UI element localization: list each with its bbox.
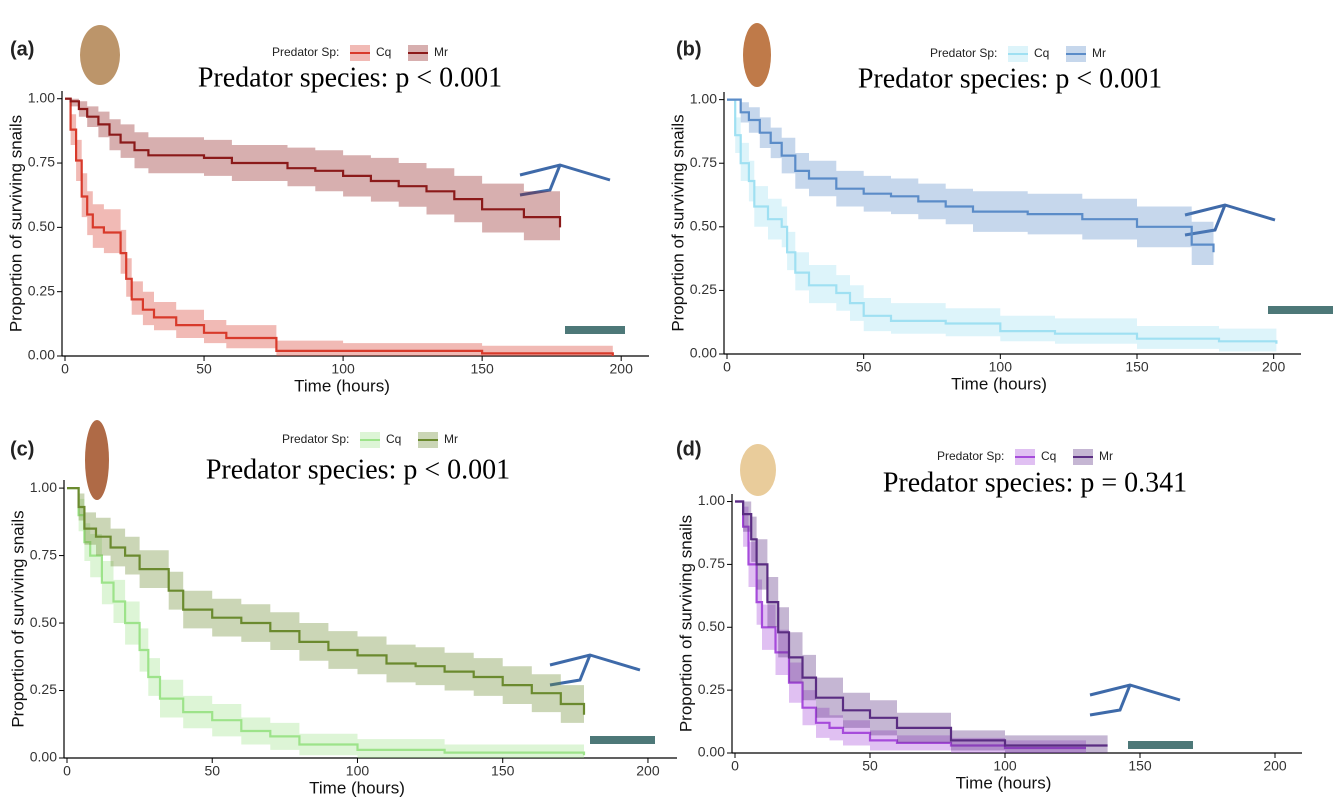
x-tick-label: 150 <box>491 763 515 779</box>
y-axis-label: Proportion of surviving snails <box>676 515 695 732</box>
y-tick-label: 0.00 <box>30 749 57 765</box>
x-tick-label: 0 <box>731 758 739 774</box>
y-tick-label: 1.00 <box>690 90 717 106</box>
x-tick-label: 50 <box>196 361 212 377</box>
y-tick-label: 1.00 <box>28 89 55 105</box>
legend-label: Cq <box>386 432 401 446</box>
y-tick-label: 0.25 <box>690 281 717 297</box>
legend-label: Mr <box>444 432 458 446</box>
shrimp-icon <box>1089 683 1181 717</box>
legend-title: Predator Sp: <box>282 432 349 446</box>
legend-label: Mr <box>434 45 448 59</box>
y-axis-label: Proportion of surviving snails <box>6 115 25 332</box>
x-tick-label: 100 <box>993 758 1017 774</box>
x-tick-label: 50 <box>862 758 878 774</box>
chart-title: Predator species: p < 0.001 <box>858 63 1162 94</box>
y-tick-label: 1.00 <box>698 492 725 508</box>
x-tick-label: 0 <box>63 763 71 779</box>
legend-label: Mr <box>1099 449 1113 463</box>
ci-band <box>67 488 584 734</box>
x-tick-label: 200 <box>636 763 660 779</box>
y-tick-label: 0.50 <box>30 614 57 630</box>
panel-label: (c) <box>10 438 34 460</box>
panel: (a) Predator species: p < 0.001 Predator S… <box>6 38 649 395</box>
x-tick-label: 150 <box>1128 758 1152 774</box>
panel: (b) Predator species: p < 0.001 Predator S… <box>668 38 1301 393</box>
survival-line <box>727 98 1278 344</box>
x-axis-label: Time (hours) <box>956 773 1052 792</box>
legend-title: Predator Sp: <box>272 45 339 59</box>
x-tick-label: 0 <box>61 361 69 377</box>
y-tick-label: 0.50 <box>698 618 725 634</box>
x-tick-label: 200 <box>1263 758 1287 774</box>
survival-line <box>65 97 562 228</box>
chart-title: Predator species: p < 0.001 <box>206 454 510 485</box>
panel-label: (b) <box>676 38 702 60</box>
y-tick-label: 0.00 <box>698 744 725 760</box>
ci-band <box>727 99 1214 273</box>
chart-title: Predator species: p < 0.001 <box>198 62 502 93</box>
panel: (d) Predator species: p = 0.341 Predator S… <box>676 438 1302 792</box>
x-tick-label: 50 <box>204 763 220 779</box>
x-tick-label: 100 <box>331 361 355 377</box>
ci-band <box>65 98 560 254</box>
y-tick-label: 0.75 <box>698 555 725 571</box>
survival-line <box>67 487 586 756</box>
y-tick-label: 0.50 <box>28 218 55 234</box>
x-axis-label: Time (hours) <box>951 374 1047 393</box>
legend-label: Cq <box>376 45 391 59</box>
survival-line <box>65 97 614 356</box>
legend-title: Predator Sp: <box>937 449 1004 463</box>
y-tick-label: 0.25 <box>30 681 57 697</box>
survival-line <box>727 98 1215 253</box>
survival-line <box>67 487 586 715</box>
chart-title: Predator species: p = 0.341 <box>883 467 1187 498</box>
illustrations <box>80 23 1333 749</box>
legend-label: Cq <box>1041 449 1056 463</box>
legend-title: Predator Sp: <box>930 46 997 60</box>
x-tick-label: 200 <box>610 361 634 377</box>
survival-line <box>735 500 1086 750</box>
snail-icon <box>85 420 109 500</box>
x-tick-label: 100 <box>346 763 370 779</box>
shrimp-icon <box>519 163 611 197</box>
panel-label: (a) <box>10 38 34 60</box>
y-axis-label: Proportion of surviving snails <box>668 114 687 331</box>
panel: (c) Predator species: p < 0.001 Predator S… <box>8 432 677 797</box>
legend-label: Cq <box>1034 46 1049 60</box>
y-tick-label: 0.00 <box>690 345 717 361</box>
y-tick-label: 0.00 <box>28 347 55 363</box>
y-axis-label: Proportion of surviving snails <box>8 510 27 727</box>
legend-label: Mr <box>1092 46 1106 60</box>
x-tick-label: 150 <box>1125 359 1149 375</box>
shrimp-icon <box>549 653 641 687</box>
y-tick-label: 0.75 <box>28 154 55 170</box>
y-tick-label: 1.00 <box>30 479 57 495</box>
y-tick-label: 0.75 <box>30 546 57 562</box>
panel-label: (d) <box>676 438 702 460</box>
x-tick-label: 200 <box>1262 359 1286 375</box>
x-tick-label: 100 <box>989 359 1013 375</box>
x-tick-label: 50 <box>856 359 872 375</box>
survival-line <box>735 500 1108 747</box>
ci-band <box>735 501 1108 753</box>
snail-icon <box>80 25 120 85</box>
snail-icon <box>743 23 771 87</box>
y-tick-label: 0.75 <box>690 154 717 170</box>
y-tick-label: 0.25 <box>698 681 725 697</box>
snail-icon <box>740 444 776 496</box>
y-tick-label: 0.25 <box>28 282 55 298</box>
y-tick-label: 0.50 <box>690 218 717 234</box>
x-axis-label: Time (hours) <box>294 376 390 395</box>
x-axis-label: Time (hours) <box>309 778 405 797</box>
shrimp-icon <box>1184 203 1276 237</box>
x-tick-label: 150 <box>470 361 494 377</box>
x-tick-label: 0 <box>723 359 731 375</box>
